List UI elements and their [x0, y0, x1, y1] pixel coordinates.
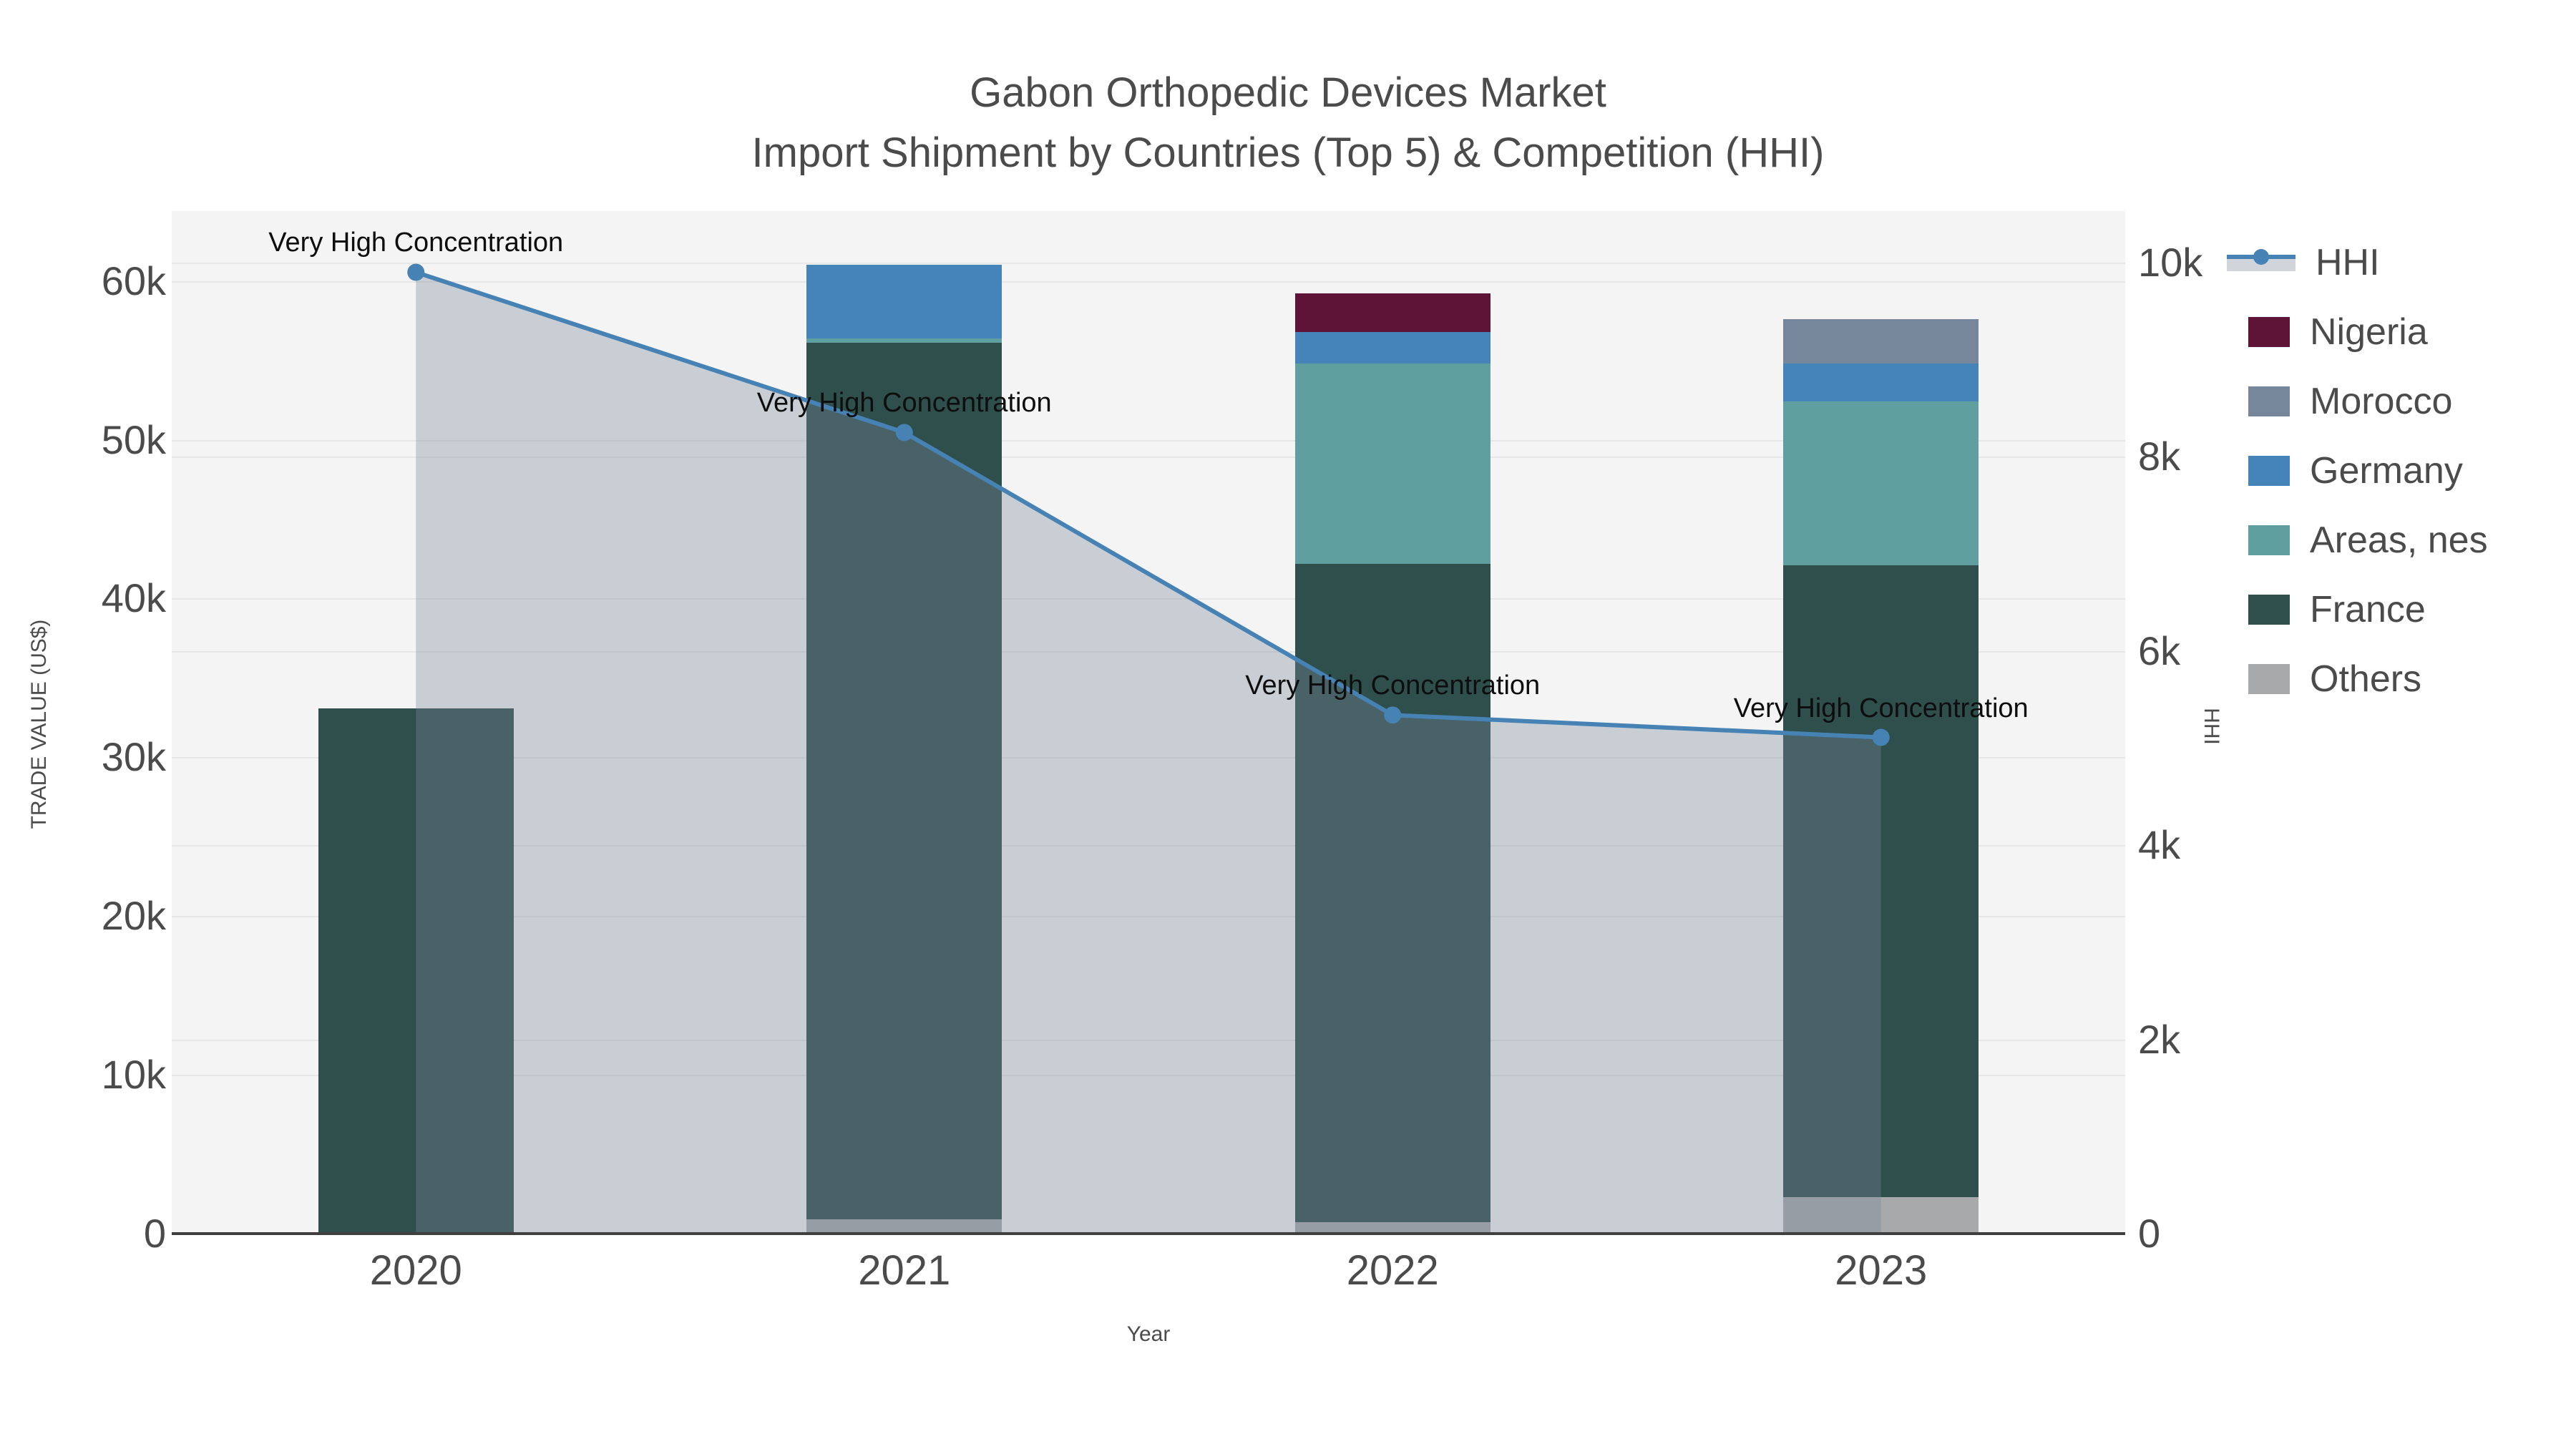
x-axis-line	[172, 1232, 2125, 1235]
legend-item-areas-nes[interactable]: Areas, nes	[2227, 505, 2488, 575]
gridline	[172, 845, 2125, 847]
hhi-marker-2023[interactable]	[1872, 728, 1890, 746]
legend-swatch	[2248, 316, 2290, 347]
bar-segment-others-2022[interactable]	[1294, 1222, 1491, 1234]
legend-item-others[interactable]: Others	[2227, 644, 2488, 713]
left-axis-tick-label: 60k	[101, 258, 166, 303]
right-axis-tick-label: 0	[2138, 1211, 2161, 1256]
right-axis-title: HHI	[2200, 708, 2223, 745]
chart-title: Gabon Orthopedic Devices Market Import S…	[0, 63, 2576, 183]
bar-segment-france-2021[interactable]	[806, 343, 1002, 1220]
bar-segment-morocco-2023[interactable]	[1783, 318, 1979, 364]
annotation-2023: Very High Concentration	[1733, 693, 2029, 723]
gridline	[172, 1075, 2125, 1077]
bar-segment-germany-2023[interactable]	[1783, 364, 1979, 402]
hhi-marker-2022[interactable]	[1384, 706, 1402, 724]
hhi-area-fill	[416, 272, 1881, 1234]
left-axis-tick-label: 50k	[101, 416, 166, 462]
hhi-marker-2021[interactable]	[895, 424, 913, 441]
bar-segment-france-2022[interactable]	[1294, 563, 1491, 1223]
left-axis-tick-label: 10k	[101, 1052, 166, 1098]
legend-item-nigeria[interactable]: Nigeria	[2227, 297, 2488, 366]
left-axis-tick-label: 40k	[101, 575, 166, 621]
x-axis-title: Year	[1126, 1322, 1171, 1346]
bar-segment-nigeria-2022[interactable]	[1294, 293, 1491, 332]
gridline	[172, 916, 2125, 918]
left-axis-tick-label: 0	[143, 1211, 166, 1256]
bar-segment-germany-2022[interactable]	[1294, 331, 1491, 364]
gridline	[172, 280, 2125, 283]
gridline	[172, 1039, 2125, 1041]
legend-item-hhi[interactable]: HHI	[2227, 228, 2488, 297]
bar-segment-france-2020[interactable]	[318, 708, 514, 1234]
gridline	[172, 457, 2125, 459]
legend-item-morocco[interactable]: Morocco	[2227, 366, 2488, 436]
gridline	[172, 262, 2125, 264]
legend-swatch	[2248, 386, 2290, 416]
gridline	[172, 439, 2125, 441]
x-axis-tick-label: 2022	[1346, 1247, 1439, 1294]
chart-title-line2: Import Shipment by Countries (Top 5) & C…	[751, 130, 1825, 176]
legend-swatch-line	[2227, 248, 2296, 273]
right-axis-tick-label: 8k	[2138, 434, 2181, 479]
gridline	[172, 598, 2125, 600]
x-axis-tick-label: 2023	[1835, 1247, 1928, 1294]
bar-segment-others-2021[interactable]	[806, 1219, 1002, 1234]
annotation-2022: Very High Concentration	[1245, 670, 1541, 701]
legend-item-germany[interactable]: Germany	[2227, 436, 2488, 505]
legend-item-france[interactable]: France	[2227, 575, 2488, 644]
chart-title-line1: Gabon Orthopedic Devices Market	[970, 69, 1606, 116]
bar-segment-others-2023[interactable]	[1783, 1196, 1979, 1234]
hhi-line	[415, 270, 1881, 740]
legend-label: Nigeria	[2310, 311, 2428, 353]
left-axis-title: TRADE VALUE (US$)	[27, 619, 51, 829]
hhi-line-overlay	[407, 263, 1890, 1234]
legend-label: Others	[2310, 658, 2422, 700]
legend-swatch	[2248, 455, 2290, 486]
legend: HHI Nigeria Morocco Germany Areas, nes France…	[2227, 228, 2488, 713]
right-axis-tick-label: 10k	[2138, 239, 2203, 285]
left-axis-tick-label: 30k	[101, 734, 166, 780]
annotation-2021: Very High Concentration	[756, 388, 1052, 419]
legend-label: Morocco	[2310, 380, 2453, 422]
gridline	[172, 650, 2125, 653]
legend-label: Germany	[2310, 449, 2463, 492]
bar-segment-france-2023[interactable]	[1783, 565, 1979, 1197]
bar-segment-areas-nes-2023[interactable]	[1783, 401, 1979, 565]
right-axis-tick-label: 4k	[2138, 822, 2181, 868]
x-axis-tick-label: 2021	[858, 1247, 951, 1294]
legend-label: HHI	[2316, 241, 2380, 283]
legend-swatch	[2248, 525, 2290, 555]
legend-swatch-band	[2227, 258, 2296, 271]
plot-area: Very High Concentration Very High Concent…	[172, 211, 2125, 1235]
legend-swatch-marker	[2253, 248, 2269, 265]
left-axis-tick-label: 20k	[101, 893, 166, 939]
annotation-2020: Very High Concentration	[268, 228, 564, 258]
bar-segment-areas-nes-2022[interactable]	[1294, 364, 1491, 564]
x-axis-tick-label: 2020	[369, 1247, 462, 1294]
legend-swatch	[2248, 663, 2290, 694]
legend-label: France	[2310, 588, 2426, 630]
bar-segment-germany-2021[interactable]	[806, 265, 1002, 338]
right-axis-tick-label: 6k	[2138, 628, 2181, 673]
bar-segment-areas-nes-2021[interactable]	[806, 338, 1002, 343]
legend-label: Areas, nes	[2310, 519, 2488, 561]
gridline	[172, 757, 2125, 759]
hhi-marker-2020[interactable]	[407, 263, 425, 281]
legend-swatch	[2248, 594, 2290, 625]
right-axis-tick-label: 2k	[2138, 1016, 2181, 1062]
